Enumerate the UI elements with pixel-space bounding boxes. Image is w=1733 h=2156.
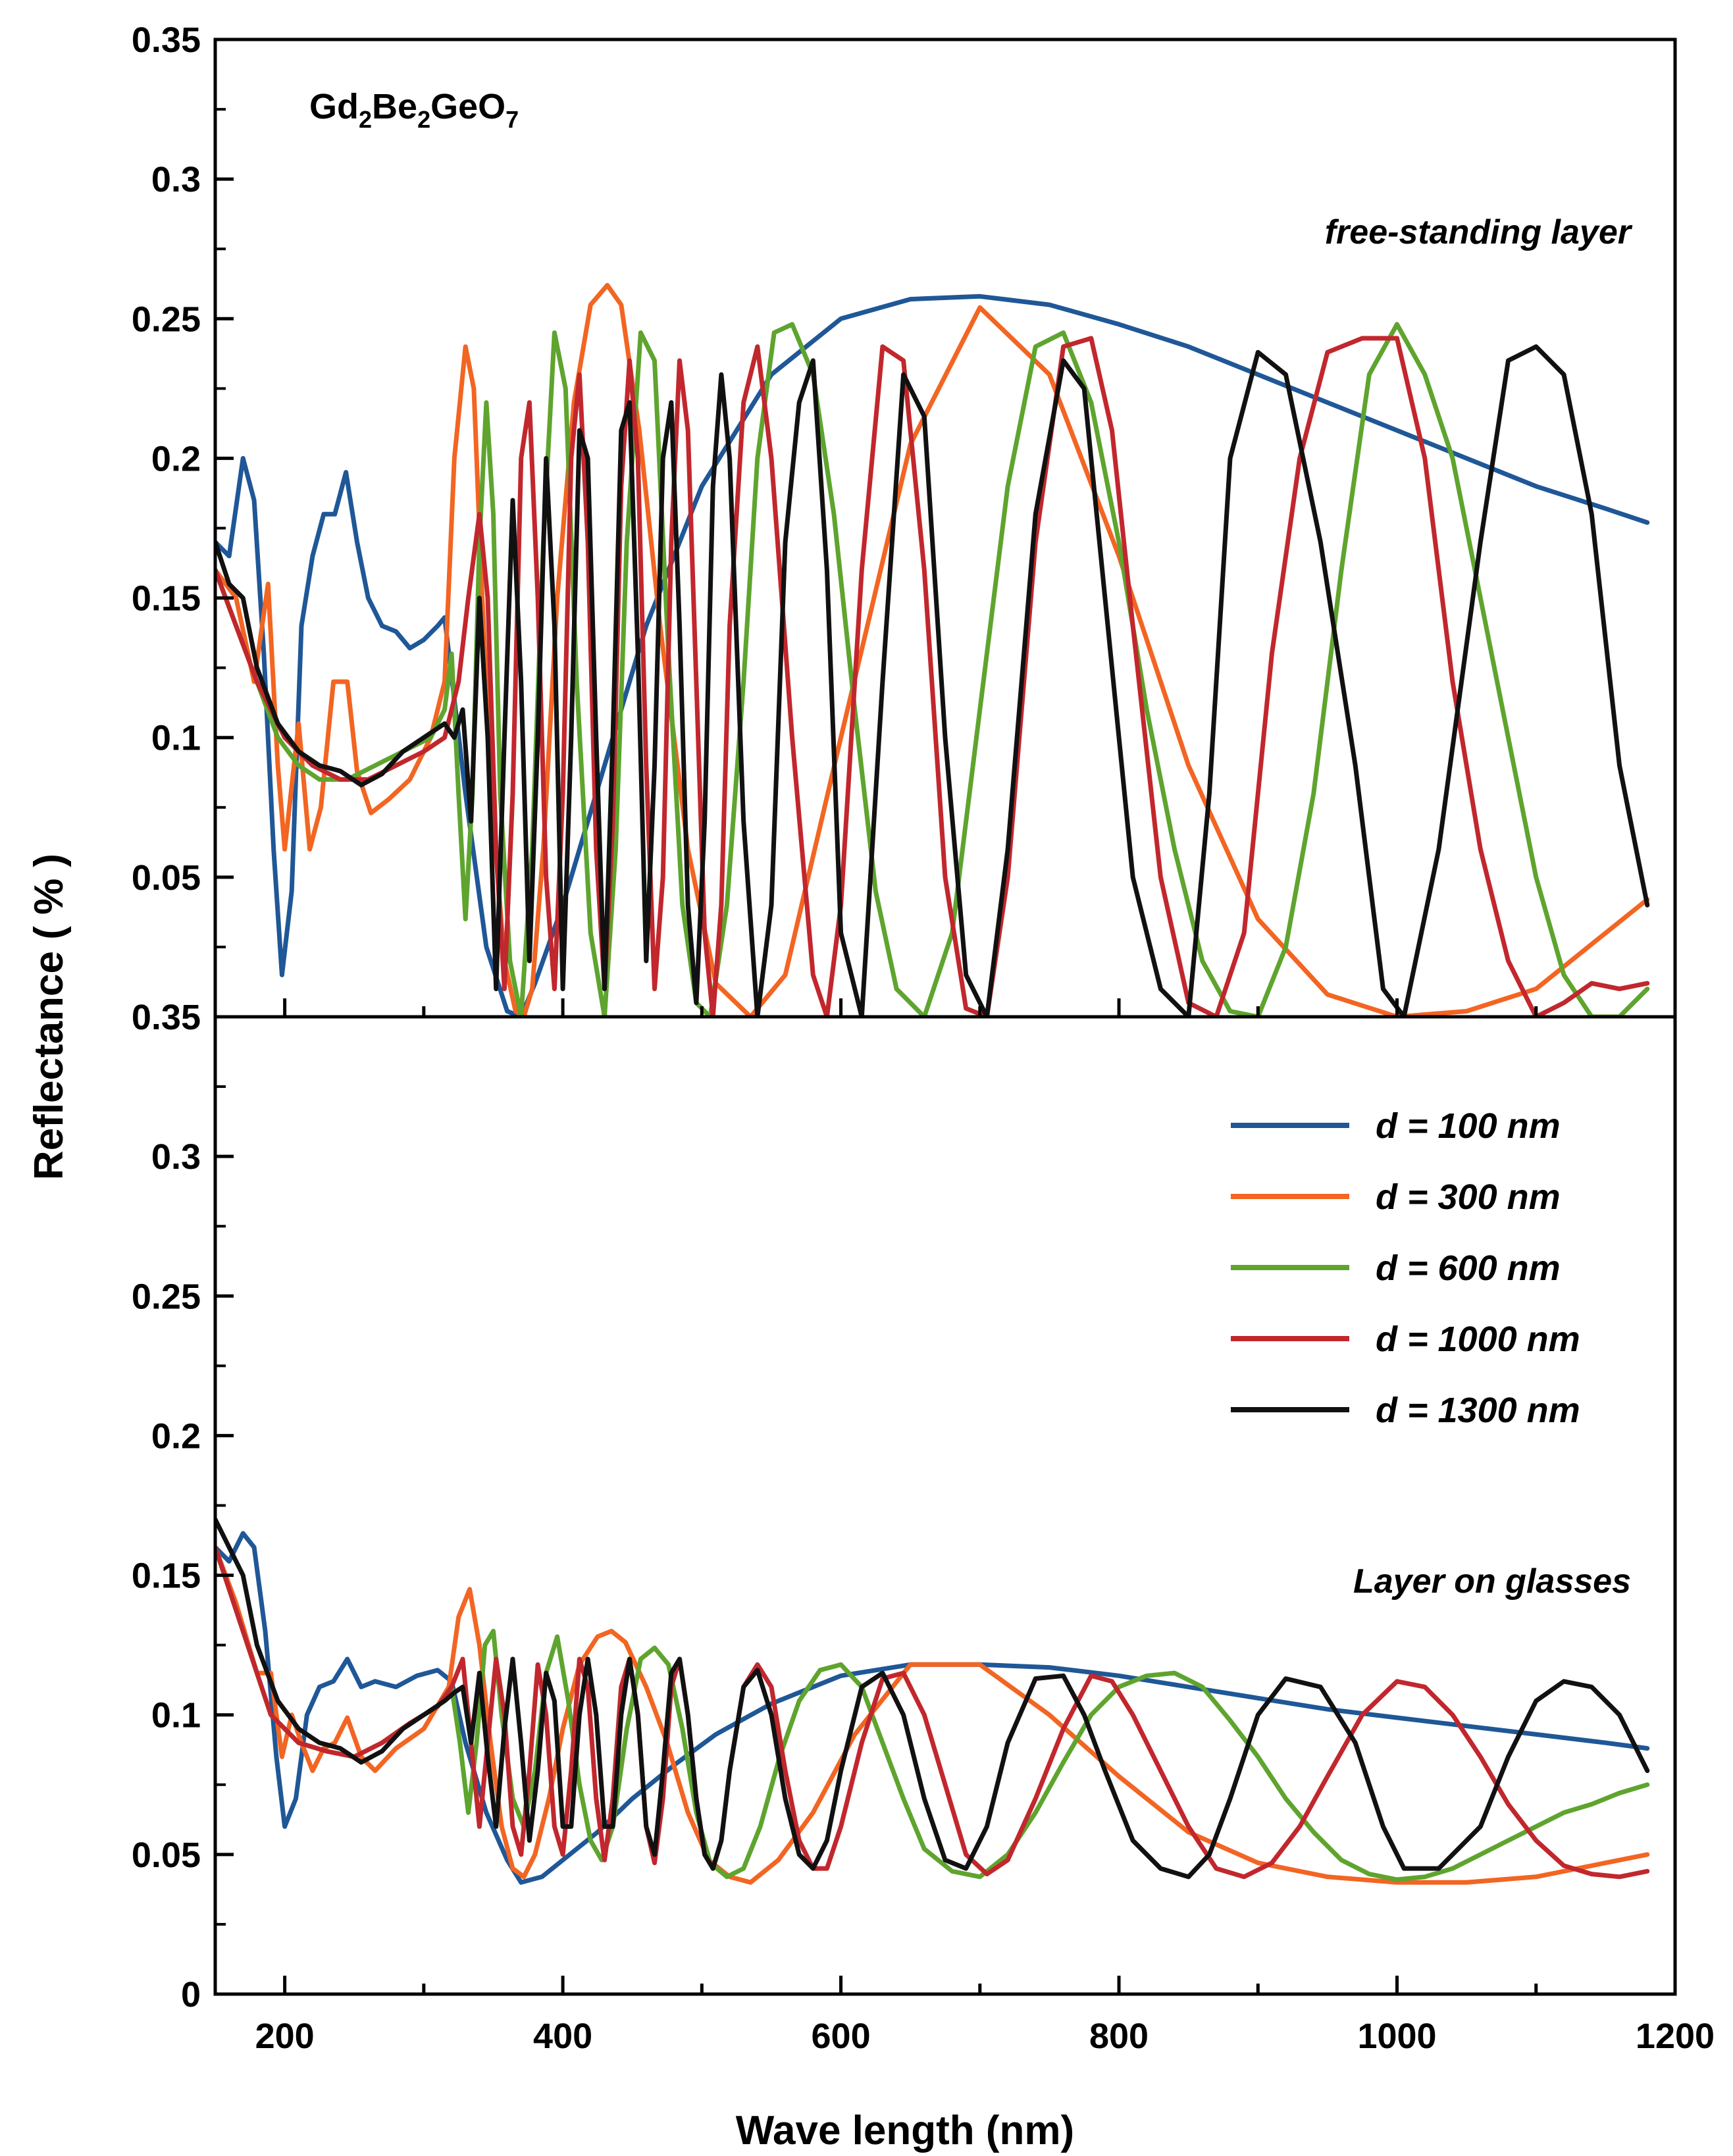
legend-item: d = 600 nm xyxy=(1231,1248,1561,1288)
legend-label: d = 100 nm xyxy=(1376,1106,1561,1146)
x-tick-label: 1200 xyxy=(1636,2016,1715,2056)
legend-item: d = 1300 nm xyxy=(1231,1391,1580,1430)
legend-label: d = 1300 nm xyxy=(1376,1391,1580,1430)
compound-subscript: 2 xyxy=(417,106,430,133)
legend-item: d = 1000 nm xyxy=(1231,1320,1580,1359)
y-tick-label: 0.2 xyxy=(151,439,201,478)
annotation-free-standing: free-standing layer xyxy=(1325,213,1633,251)
y-tick-label: 0.3 xyxy=(151,1137,201,1177)
axis-ticks: 0.05 0.1 0.15 0.2 0.25 0.3 0.35 0 0.05 0.1 0.15 0.2… xyxy=(132,20,1715,2056)
series-free-standing-d1000 xyxy=(215,336,1650,1017)
annotation-on-glass: Layer on glasses xyxy=(1353,1562,1631,1601)
y-tick-label: 0.35 xyxy=(132,998,201,1037)
y-tick-label: 0 xyxy=(181,1975,201,2015)
plot-lines xyxy=(215,282,1650,1885)
y-tick-label: 0.25 xyxy=(132,299,201,339)
compound-subscript: 7 xyxy=(505,106,519,133)
y-tick-label: 0.05 xyxy=(132,1835,201,1875)
plot-frame xyxy=(213,38,1677,1996)
series-on-glass-d1300 xyxy=(215,1517,1650,1880)
compound-part: Gd xyxy=(309,87,359,126)
x-axis-title: Wave length (nm) xyxy=(736,2108,1074,2153)
y-tick-label: 0.15 xyxy=(132,579,201,619)
y-tick-label: 0.05 xyxy=(132,858,201,898)
legend-label: d = 300 nm xyxy=(1376,1177,1561,1217)
compound-label: Gd2Be2GeO7 xyxy=(309,87,519,133)
y-tick-label: 0.3 xyxy=(151,160,201,199)
panel-free-standing xyxy=(215,282,1650,1017)
series-free-standing-d600 xyxy=(215,322,1650,1017)
legend-item: d = 100 nm xyxy=(1231,1106,1561,1146)
series-free-standing-d100 xyxy=(215,294,1650,1017)
legend-label: d = 600 nm xyxy=(1376,1248,1561,1288)
series-free-standing-d1300 xyxy=(215,344,1650,1017)
y-tick-label: 0.25 xyxy=(132,1277,201,1316)
y-axis-title: Reflectance ( % ) xyxy=(26,854,72,1180)
x-tick-label: 400 xyxy=(533,2016,592,2056)
panel-on-glass xyxy=(215,1517,1650,1885)
x-tick-label: 600 xyxy=(812,2016,871,2056)
legend: d = 100 nm d = 300 nm d = 600 nm d = 1000 n… xyxy=(1231,1106,1580,1430)
y-tick-label: 0.1 xyxy=(151,1696,201,1735)
x-tick-label: 1000 xyxy=(1357,2016,1436,2056)
frame-on-glass xyxy=(213,1015,1677,1996)
x-tick-label: 200 xyxy=(255,2016,315,2056)
y-tick-label: 0.35 xyxy=(132,20,201,60)
x-tick-label: 800 xyxy=(1089,2016,1149,2056)
y-tick-label: 0.1 xyxy=(151,719,201,758)
legend-label: d = 1000 nm xyxy=(1376,1320,1580,1359)
compound-subscript: 2 xyxy=(359,106,372,133)
y-tick-label: 0.15 xyxy=(132,1556,201,1596)
legend-item: d = 300 nm xyxy=(1231,1177,1561,1217)
compound-part: Be xyxy=(372,87,417,126)
compound-part: GeO xyxy=(430,87,505,126)
y-tick-label: 0.2 xyxy=(151,1416,201,1456)
